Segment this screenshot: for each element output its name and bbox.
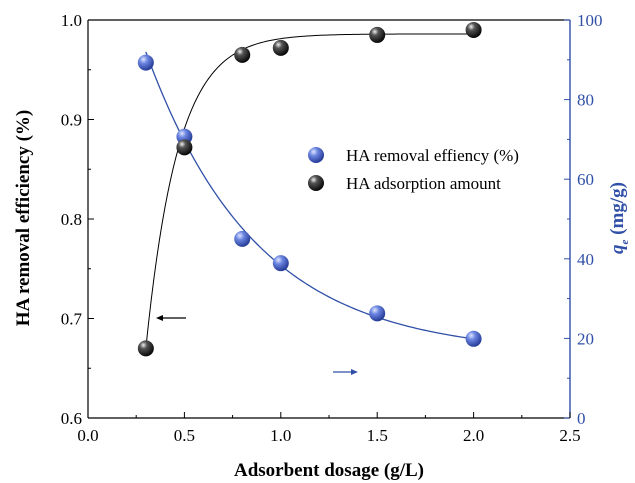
left-tick-label: 0.7 bbox=[61, 310, 83, 329]
fit-curves bbox=[145, 33, 474, 349]
plot-frame bbox=[87, 19, 571, 419]
removal-data-point bbox=[465, 330, 482, 347]
right-tick-label: 0 bbox=[577, 409, 586, 428]
legend-label-removal: HA removal effiency (%) bbox=[346, 146, 519, 165]
removal-fit-line bbox=[145, 51, 474, 340]
left-tick-label: 0.8 bbox=[61, 210, 82, 229]
x-tick-label: 2.5 bbox=[559, 426, 580, 445]
left-tick-label: 0.9 bbox=[61, 111, 82, 130]
removal-data-point bbox=[369, 305, 386, 322]
left-tick-label: 1.0 bbox=[61, 11, 82, 30]
legend-marker-adsorption bbox=[308, 175, 324, 191]
adsorption-data-point bbox=[234, 46, 251, 63]
x-tick-label: 1.0 bbox=[270, 426, 291, 445]
adsorption-data-point bbox=[137, 340, 154, 357]
x-tick-label: 0.5 bbox=[174, 426, 195, 445]
x-tick-label: 1.5 bbox=[367, 426, 388, 445]
right-tick-label: 40 bbox=[577, 250, 594, 269]
left-axis-arrow bbox=[156, 315, 186, 321]
x-tick-label: 2.0 bbox=[463, 426, 484, 445]
adsorption-data-point bbox=[272, 39, 289, 56]
right-tick-label: 60 bbox=[577, 170, 594, 189]
removal-data-point bbox=[272, 255, 289, 272]
adsorption-data-point bbox=[465, 21, 482, 38]
legend-label-adsorption: HA adsorption amount bbox=[346, 174, 501, 193]
left-y-axis: 0.6 0.7 0.8 0.9 1.0 bbox=[61, 11, 94, 428]
x-axis: 0.0 0.5 1.0 1.5 2.0 2.5 bbox=[77, 412, 581, 445]
right-axis-arrow bbox=[333, 369, 358, 375]
right-y-axis: 0 20 40 60 80 100 bbox=[564, 11, 603, 428]
right-tick-label: 80 bbox=[577, 91, 594, 110]
adsorption-data-point bbox=[369, 26, 386, 43]
right-tick-label: 100 bbox=[577, 11, 603, 30]
legend: HA removal effiency (%) HA adsorption am… bbox=[308, 146, 519, 193]
removal-data-point bbox=[137, 54, 154, 71]
data-points bbox=[137, 21, 482, 357]
left-tick-label: 0.6 bbox=[61, 409, 82, 428]
right-y-axis-title: qe (mg/g) bbox=[607, 182, 631, 254]
legend-marker-removal bbox=[308, 147, 324, 163]
adsorption-fit-line bbox=[145, 33, 474, 349]
x-axis-title: Adsorbent dosage (g/L) bbox=[234, 460, 424, 481]
left-y-axis-title: HA removal efficiency (%) bbox=[13, 110, 34, 327]
removal-data-point bbox=[234, 230, 251, 247]
x-tick-label: 0.0 bbox=[77, 426, 98, 445]
adsorption-data-point bbox=[176, 139, 193, 156]
right-tick-label: 20 bbox=[577, 329, 594, 348]
